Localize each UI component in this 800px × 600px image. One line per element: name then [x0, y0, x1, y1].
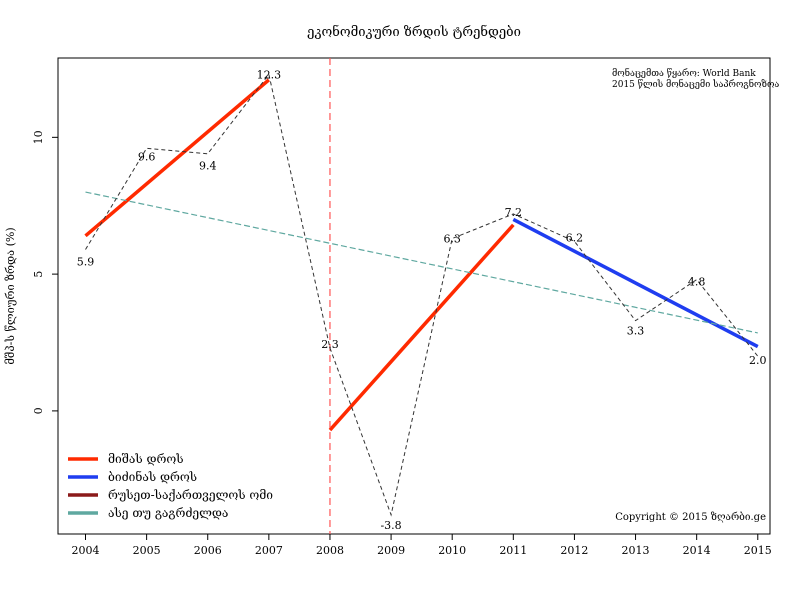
data-label: 5.9 [77, 255, 95, 268]
x-tick-label: 2012 [560, 544, 588, 557]
data-label: 3.3 [627, 325, 645, 338]
copyright-annotation: Copyright © 2015 ზღარბი.ge [615, 512, 766, 523]
x-tick-label: 2004 [72, 544, 100, 557]
x-tick-label: 2013 [622, 544, 650, 557]
x-tick-label: 2014 [683, 544, 711, 557]
x-tick-label: 2009 [377, 544, 405, 557]
legend-label: ბიძინას დროს [108, 469, 197, 484]
y-axis-label: მშპ-ს წლიური ზრდა (%) [4, 227, 17, 364]
x-tick-label: 2010 [438, 544, 466, 557]
y-tick-label: 0 [32, 407, 45, 414]
data-label: 9.6 [138, 150, 156, 163]
forecast-note: 2015 წლის მონაცემი საპროგნოზოა [612, 78, 779, 90]
chart-legend: მიშას დროს ბიძინას დროს რუსეთ-საქართველოს … [68, 452, 273, 520]
plot-frame [57, 57, 771, 535]
chart-marks: 2004 2005 2006 2007 2008 2009 2010 2011 2012 2013… [32, 58, 772, 557]
y-tick-label: 10 [32, 130, 45, 144]
x-tick-label: 2007 [255, 544, 283, 557]
trend-line-2 [512, 217, 759, 349]
data-label: 2.0 [749, 354, 767, 367]
x-tick-label: 2008 [316, 544, 344, 557]
x-tick-label: 2015 [744, 544, 772, 557]
trend-line-0 [84, 78, 270, 238]
data-label: 6.3 [443, 233, 461, 246]
legend-label: მიშას დროს [108, 452, 184, 466]
source-annotation: მონაცემთა წყარო: World Bank [612, 67, 756, 79]
data-label: -3.8 [380, 519, 401, 532]
data-label: 6.2 [566, 231, 584, 244]
x-tick-label: 2005 [133, 544, 161, 557]
data-label: 12.3 [257, 68, 282, 81]
data-label: 4.8 [688, 276, 706, 289]
y-tick-label: 5 [32, 271, 45, 278]
legend-label: ასე თუ გაგრძელდა [108, 506, 228, 520]
trend-extrapolation-line [85, 191, 758, 334]
x-tick-label: 2011 [499, 544, 527, 557]
data-label: 9.4 [199, 160, 217, 173]
data-label: 2.3 [321, 338, 339, 351]
trend-line-1 [328, 223, 515, 432]
chart-title: ეკონომიკური ზრდის ტრენდები [307, 24, 521, 40]
data-label: 7.2 [505, 206, 523, 219]
x-tick-label: 2006 [194, 544, 222, 557]
legend-label: რუსეთ-საქართველოს ომი [108, 488, 273, 502]
growth-line [85, 73, 759, 517]
